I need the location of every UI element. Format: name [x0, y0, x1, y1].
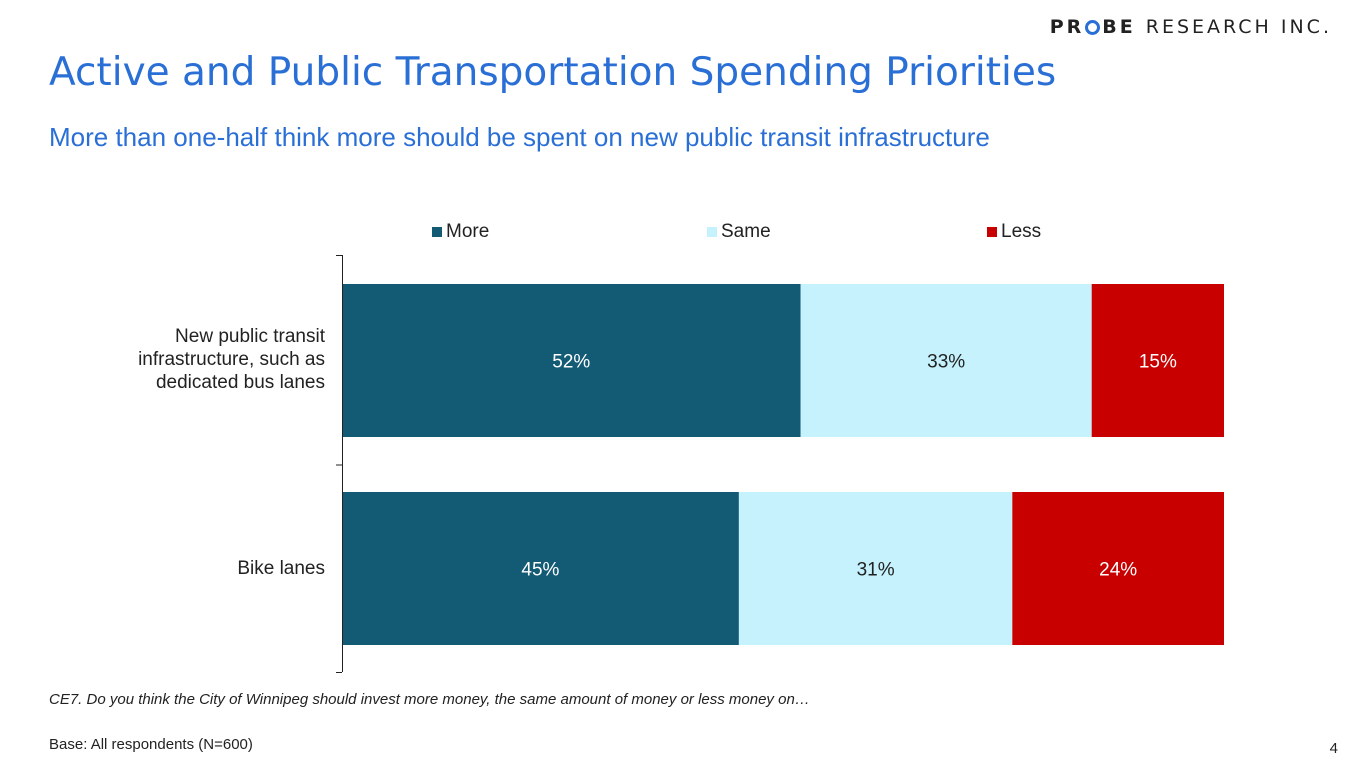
probe-research-logo: PR BE RESEARCH INC. [1050, 16, 1332, 38]
logo-text-end: BE [1102, 16, 1136, 38]
question-footnote: CE7. Do you think the City of Winnipeg s… [49, 691, 810, 708]
data-label-same-0: 33% [927, 352, 965, 373]
data-label-same-1: 31% [857, 560, 895, 581]
logo-text-start: PR [1049, 16, 1085, 38]
bar-segment-more-0 [342, 284, 801, 437]
bar-segment-same-1 [738, 492, 1013, 645]
category-label-line: dedicated bus lanes [155, 372, 325, 393]
bar-segment-less-0 [1091, 284, 1224, 437]
data-label-more-0: 52% [552, 352, 590, 373]
legend-swatch-more [432, 227, 442, 237]
page-number: 4 [1329, 740, 1338, 757]
page-title: Active and Public Transportation Spendin… [49, 50, 1057, 95]
data-label-less-1: 24% [1099, 560, 1137, 581]
category-label-line: Bike lanes [237, 558, 325, 579]
bar-segment-same-0 [800, 284, 1092, 437]
legend-item-less: Less [987, 221, 1041, 243]
category-label-line: infrastructure, such as [138, 349, 325, 370]
category-label-transit: New public transit infrastructure, such … [138, 325, 325, 394]
data-label-less-0: 15% [1139, 352, 1177, 373]
bar-segment-more-1 [342, 492, 739, 645]
data-label-more-1: 45% [521, 560, 559, 581]
legend-item-same: Same [707, 221, 771, 243]
legend-item-more: More [432, 221, 489, 243]
bar-segment-less-1 [1012, 492, 1224, 645]
logo-text-rest: RESEARCH INC. [1145, 16, 1332, 38]
page-subtitle: More than one-half think more should be … [49, 122, 990, 152]
legend-label-more: More [446, 221, 490, 242]
legend-label-same: Same [721, 221, 771, 242]
legend-label-less: Less [1001, 221, 1042, 242]
category-label-line: New public transit [175, 326, 325, 347]
chart-legend: More Same Less [432, 221, 1132, 243]
legend-swatch-less [987, 227, 997, 237]
logo-circle-icon [1085, 19, 1101, 35]
base-note: Base: All respondents (N=600) [49, 736, 253, 753]
category-label-bike: Bike lanes [237, 557, 325, 580]
legend-swatch-same [707, 227, 717, 237]
